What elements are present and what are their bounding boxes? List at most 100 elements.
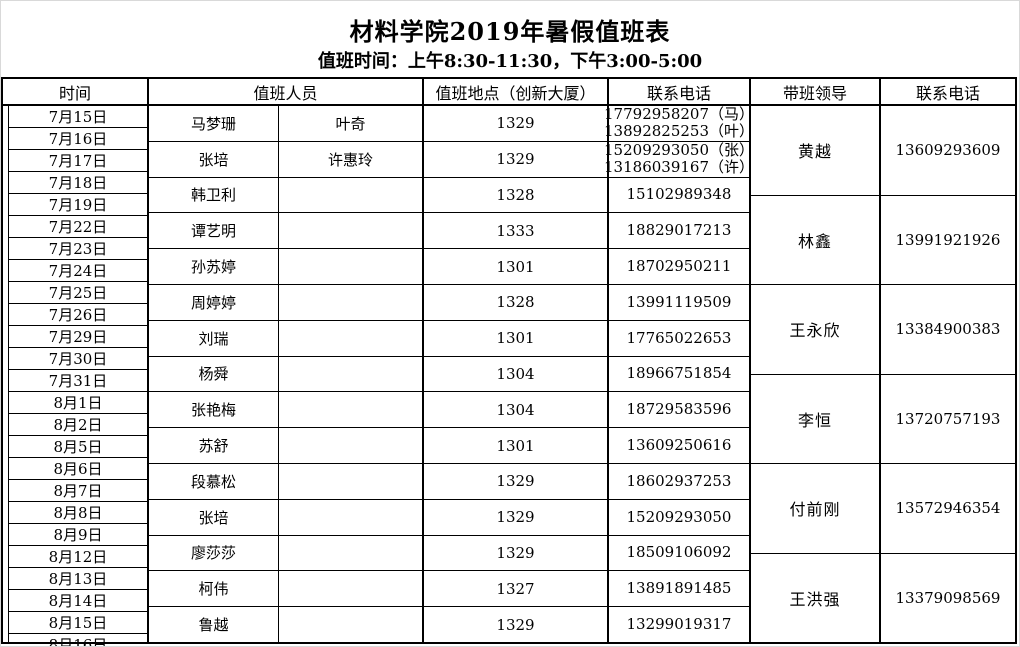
location-cell: 1329 xyxy=(424,536,607,572)
location-cell: 1329 xyxy=(496,615,535,634)
phone-number: 13892825253（叶） xyxy=(604,122,754,141)
location-cell: 1329 xyxy=(424,500,607,536)
person-row: 刘瑞 xyxy=(149,320,422,357)
person-row: 周婷婷 xyxy=(149,284,422,321)
person-name-cell xyxy=(279,285,422,320)
phone-number: 13991119509 xyxy=(626,292,732,311)
person-name-cell: 孙苏婷 xyxy=(149,249,279,284)
date-cell: 7月31日 xyxy=(9,370,147,392)
leader-phone-cell: 13720757193 xyxy=(881,375,1015,464)
duty-phone-cell: 18602937253 xyxy=(609,464,749,500)
person-name-cell xyxy=(279,321,422,356)
phone-number: 15102989348 xyxy=(626,185,732,204)
leader-name-cell: 王永欣 xyxy=(751,285,879,375)
phone-number: 13186039167（许） xyxy=(604,158,754,177)
duty-phone-cell: 18729583596 xyxy=(609,392,749,429)
column-location: 值班地点（创新大厦） 1329 1329 1328 1333 1301 1328… xyxy=(424,79,609,642)
phone-number: 18829017213 xyxy=(626,221,732,240)
phone-number: 18729583596 xyxy=(626,400,732,419)
person-row: 张培 xyxy=(149,499,422,536)
leader-column-body: 黄越 林鑫 王永欣 李恒 付前刚 王洪强 xyxy=(751,106,879,642)
person-name-cell: 鲁越 xyxy=(149,607,279,642)
duty-phone-column-body: 17792958207（马） 13892825253（叶） 15209293050… xyxy=(604,106,754,642)
person-row: 苏舒 xyxy=(149,428,422,464)
duty-phone-cell: 15102989348 xyxy=(609,178,749,214)
person-row: 孙苏婷 xyxy=(149,249,422,285)
date-cell: 8月8日 xyxy=(9,502,147,524)
leader-phone-cell: 13991921926 xyxy=(881,196,1015,285)
leader-phone-cell: 13379098569 xyxy=(895,588,1001,607)
duty-phone-cell: 17792958207（马） 13892825253（叶） xyxy=(604,106,754,142)
person-name-cell xyxy=(279,357,422,392)
person-row: 段慕松 xyxy=(149,463,422,500)
person-name-cell xyxy=(279,392,422,427)
phone-number: 15209293050 xyxy=(626,507,732,526)
leader-phone-cell: 13384900383 xyxy=(881,285,1015,375)
date-cell: 7月29日 xyxy=(9,326,147,348)
location-cell: 1329 xyxy=(424,142,607,178)
column-leader-phone: 联系电话 13609293609 13991921926 13384900383… xyxy=(881,79,1015,642)
date-cell: 8月7日 xyxy=(9,480,147,502)
person-column-body: 马梦珊 叶奇 张培 许惠玲 韩卫利 谭艺明 孙苏婷 周婷婷 刘瑞 杨舜 张艳梅 苏舒… xyxy=(149,106,422,642)
leader-name-cell: 付前刚 xyxy=(751,464,879,554)
phone-number: 17765022653 xyxy=(626,328,732,347)
person-name-cell: 张培 xyxy=(149,499,279,535)
column-time: 时间 7月15日 7月16日 7月17日 7月18日 7月19日 7月22日 7… xyxy=(3,79,149,646)
date-cell: 8月1日 xyxy=(9,392,147,414)
person-name-cell: 段慕松 xyxy=(149,463,279,499)
person-name-cell: 廖莎莎 xyxy=(149,535,279,571)
person-name-cell xyxy=(279,249,422,284)
phone-number: 13299019317 xyxy=(626,615,732,634)
date-list: 7月15日 7月16日 7月17日 7月18日 7月19日 7月22日 7月23… xyxy=(8,106,147,646)
date-cell: 8月14日 xyxy=(9,590,147,612)
header-time: 时间 xyxy=(3,79,147,106)
location-cell: 1327 xyxy=(424,571,607,608)
duty-phone-cell: 13891891485 xyxy=(609,571,749,608)
person-name-cell: 周婷婷 xyxy=(149,284,279,320)
duty-phone-cell: 13609250616 xyxy=(609,428,749,464)
leader-name-cell: 李恒 xyxy=(751,375,879,464)
date-cell: 7月24日 xyxy=(9,260,147,282)
date-cell: 8月16日 xyxy=(9,634,147,646)
person-name-cell xyxy=(279,464,422,499)
person-row: 柯伟 xyxy=(149,571,422,608)
location-cell: 1328 xyxy=(424,285,607,321)
date-cell: 8月9日 xyxy=(9,524,147,546)
date-cell: 8月13日 xyxy=(9,568,147,590)
location-cell: 1301 xyxy=(424,428,607,464)
header-leader-phone: 联系电话 xyxy=(881,79,1015,106)
duty-phone-cell: 18702950211 xyxy=(609,249,749,285)
duty-phone-cell: 15209293050 xyxy=(609,500,749,536)
header-person: 值班人员 xyxy=(149,79,422,106)
person-name-cell: 张培 xyxy=(149,141,279,177)
person-row: 鲁越 xyxy=(149,607,422,642)
date-cell: 7月30日 xyxy=(9,348,147,370)
column-person: 值班人员 马梦珊 叶奇 张培 许惠玲 韩卫利 谭艺明 孙苏婷 周婷婷 刘瑞 杨舜 张… xyxy=(149,79,424,642)
person-name-cell: 刘瑞 xyxy=(149,320,279,356)
location-cell: 1328 xyxy=(424,178,607,214)
date-cell: 8月5日 xyxy=(9,436,147,458)
duty-phone-cell: 18509106092 xyxy=(609,536,749,572)
phone-number: 17792958207（马） xyxy=(604,105,754,124)
date-cell: 7月17日 xyxy=(9,150,147,172)
date-cell: 8月2日 xyxy=(9,414,147,436)
phone-number: 18702950211 xyxy=(626,257,732,276)
person-name-cell xyxy=(279,178,422,213)
location-cell: 1304 xyxy=(424,357,607,393)
person-name-cell: 杨舜 xyxy=(149,356,279,392)
person-row: 韩卫利 xyxy=(149,177,422,214)
phone-number: 18602937253 xyxy=(626,471,732,490)
date-cell: 7月16日 xyxy=(9,128,147,150)
leader-phone-cell: 13572946354 xyxy=(881,464,1015,554)
leader-name-cell: 王洪强 xyxy=(789,589,841,609)
person-name-cell: 谭艺明 xyxy=(149,213,279,249)
date-cell: 7月23日 xyxy=(9,238,147,260)
duty-phone-cell: 17765022653 xyxy=(609,321,749,357)
phone-number: 13891891485 xyxy=(626,579,732,598)
header-duty-phone: 联系电话 xyxy=(609,79,749,106)
person-name-cell xyxy=(279,500,422,535)
person-name-cell: 叶奇 xyxy=(335,114,366,133)
location-cell: 1301 xyxy=(424,249,607,285)
person-name-cell: 张艳梅 xyxy=(149,392,279,428)
column-leader: 带班领导 黄越 林鑫 王永欣 李恒 付前刚 王洪强 xyxy=(751,79,881,642)
